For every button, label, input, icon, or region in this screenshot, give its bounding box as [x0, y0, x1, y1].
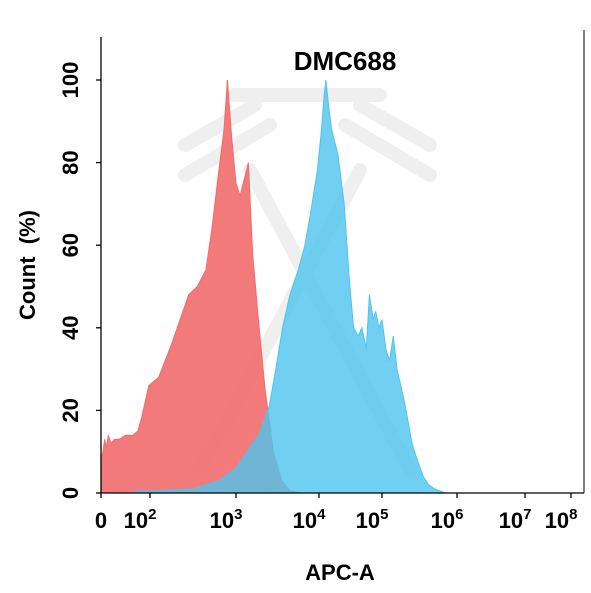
x-axis-title: APC-A: [305, 560, 375, 585]
x-tick-label: 104: [293, 506, 326, 533]
x-axis-ticks: 0 102 103 104 105 106 107 108: [95, 493, 578, 533]
y-tick-label: 40: [58, 316, 83, 340]
x-tick-label: 103: [210, 506, 243, 533]
y-tick-label: 80: [58, 150, 83, 174]
x-tick-label: 105: [356, 506, 389, 533]
histogram-area-1: [100, 79, 303, 494]
y-tick-label: 100: [58, 62, 83, 99]
histogram-series: [100, 79, 446, 494]
x-tick-label: 106: [431, 506, 464, 533]
y-tick-label: 60: [58, 233, 83, 257]
y-axis-ticks: 0 20 40 60 80 100: [58, 62, 101, 499]
x-tick-label: 108: [545, 506, 578, 533]
x-tick-label: 102: [124, 506, 157, 533]
histogram-area-2: [125, 79, 446, 494]
x-tick-label: 107: [499, 506, 532, 533]
y-tick-label: 0: [58, 487, 83, 499]
y-tick-label: 20: [58, 398, 83, 422]
x-tick-label: 0: [95, 508, 107, 533]
chart-title: DMC688: [294, 46, 397, 76]
y-axis-title: Count (%): [15, 210, 40, 320]
